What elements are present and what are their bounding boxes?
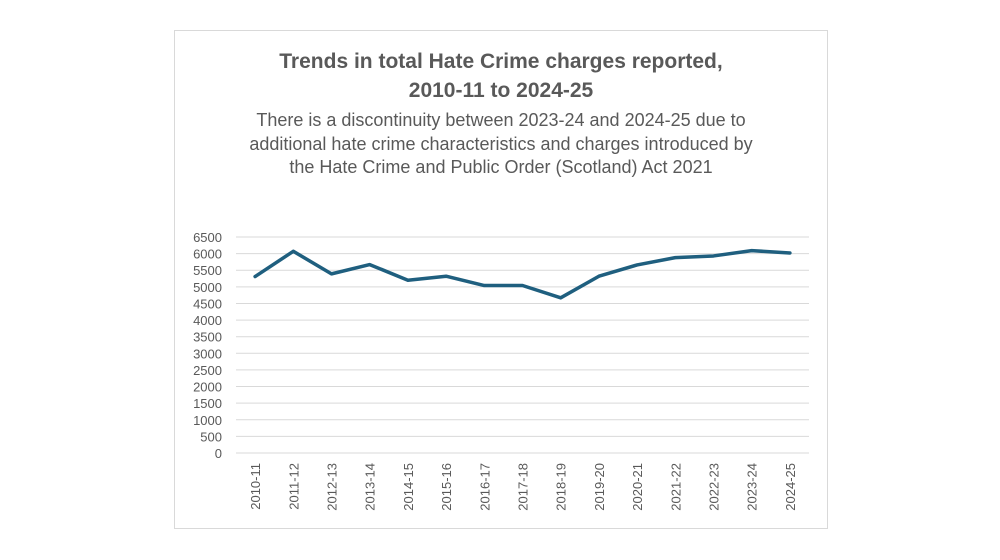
x-tick-label: 2010-11 [248, 463, 263, 510]
data-point [788, 251, 792, 255]
y-tick-label: 2000 [193, 380, 222, 395]
y-tick-label: 1000 [193, 413, 222, 428]
x-tick-label: 2018-19 [554, 463, 569, 511]
data-point [444, 274, 448, 278]
data-point [406, 278, 410, 282]
chart-title-line1: Trends in total Hate Crime charges repor… [279, 50, 723, 73]
x-tick-label: 2013-14 [363, 463, 378, 511]
y-tick-label: 3500 [193, 330, 222, 345]
y-tick-label: 6000 [193, 247, 222, 262]
data-point [673, 256, 677, 260]
data-point [750, 249, 754, 253]
series-line [253, 248, 792, 300]
x-tick-label: 2015-16 [439, 463, 454, 511]
data-point [482, 284, 486, 288]
data-point [330, 272, 333, 276]
x-tick-label: 2016-17 [477, 463, 492, 511]
y-tick-label: 1500 [193, 396, 222, 411]
data-point [635, 263, 639, 267]
y-tick-label: 4500 [193, 296, 222, 311]
x-tick-label: 2021-22 [668, 463, 683, 511]
data-point [712, 254, 715, 258]
x-tick-label: 2011-12 [286, 463, 301, 510]
x-tick-label: 2012-13 [325, 463, 340, 511]
y-tick-label: 500 [200, 429, 222, 444]
x-tick-label: 2014-15 [401, 463, 416, 511]
x-tick-label: 2020-21 [630, 463, 645, 511]
data-point [291, 249, 295, 253]
data-point [368, 263, 372, 267]
x-tick-label: 2019-20 [592, 463, 607, 511]
x-tick-label: 2024-25 [783, 463, 798, 511]
chart-title: Trends in total Hate Crime charges repor… [175, 47, 827, 105]
y-tick-label: 6500 [193, 230, 222, 245]
y-tick-label: 5500 [193, 263, 222, 278]
data-point [597, 274, 601, 278]
y-tick-label: 4000 [193, 313, 222, 328]
data-point [253, 275, 257, 279]
y-tick-label: 5000 [193, 280, 222, 295]
data-point [521, 284, 524, 288]
x-tick-label: 2017-18 [516, 463, 531, 511]
y-tick-label: 2500 [193, 363, 222, 378]
y-tick-label: 0 [215, 446, 222, 461]
chart-subtitle: There is a discontinuity between 2023-24… [249, 110, 753, 177]
chart-frame: Trends in total Hate Crime charges repor… [174, 30, 828, 529]
y-tick-label: 3000 [193, 346, 222, 361]
x-tick-label: 2023-24 [745, 463, 760, 511]
data-point [559, 296, 563, 300]
x-tick-label: 2022-23 [707, 463, 722, 511]
chart-title-line2: 2010-11 to 2024-25 [408, 79, 594, 102]
